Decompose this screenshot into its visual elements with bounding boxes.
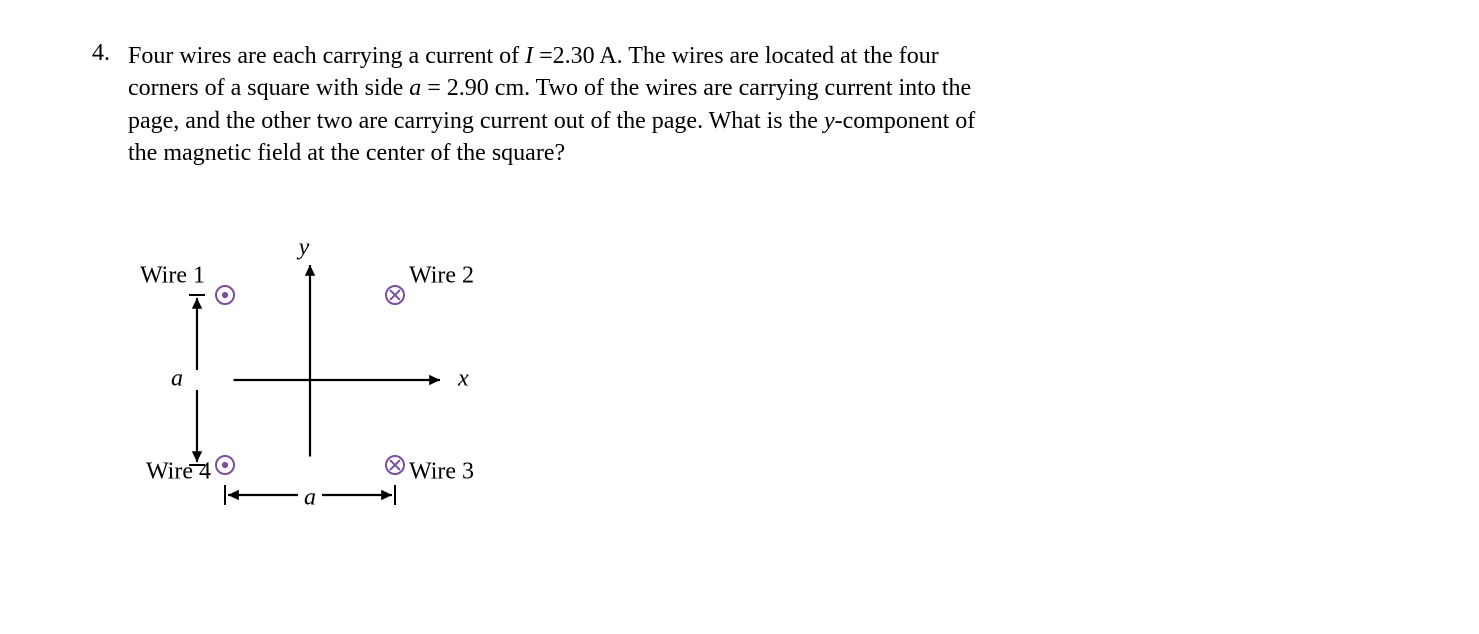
svg-text:x: x [457,365,469,391]
text-segment: = 2.90 cm. Two of the wires are carrying… [421,75,971,101]
problem-number: 4. [80,40,110,67]
text-segment: Four wires are each carrying a current o… [128,43,525,69]
text-segment: -component of [835,108,976,134]
svg-text:a: a [304,484,316,510]
diagram-svg: x y Wire 1 Wire 2 Wire 3 Wire 4 a a [80,200,580,560]
diagram: x y Wire 1 Wire 2 Wire 3 Wire 4 a a [80,200,1399,567]
text-segment: page, and the other two are carrying cur… [128,108,824,134]
svg-text:y: y [297,234,310,260]
var-y: y [824,108,835,134]
text-segment: =2.30 A. The wires are located at the fo… [539,43,939,69]
svg-text:Wire 2: Wire 2 [409,262,474,288]
text-segment: the magnetic field at the center of the … [128,140,565,166]
svg-text:Wire 1: Wire 1 [140,262,205,288]
text-segment: corners of a square with side [128,75,409,101]
svg-text:a: a [171,365,183,391]
var-a: a [409,75,421,101]
problem-block: 4. Four wires are each carrying a curren… [80,40,1399,170]
svg-text:Wire 4: Wire 4 [146,458,211,484]
svg-text:Wire 3: Wire 3 [409,458,474,484]
var-I: I [525,43,539,69]
problem-text: Four wires are each carrying a current o… [128,40,975,170]
